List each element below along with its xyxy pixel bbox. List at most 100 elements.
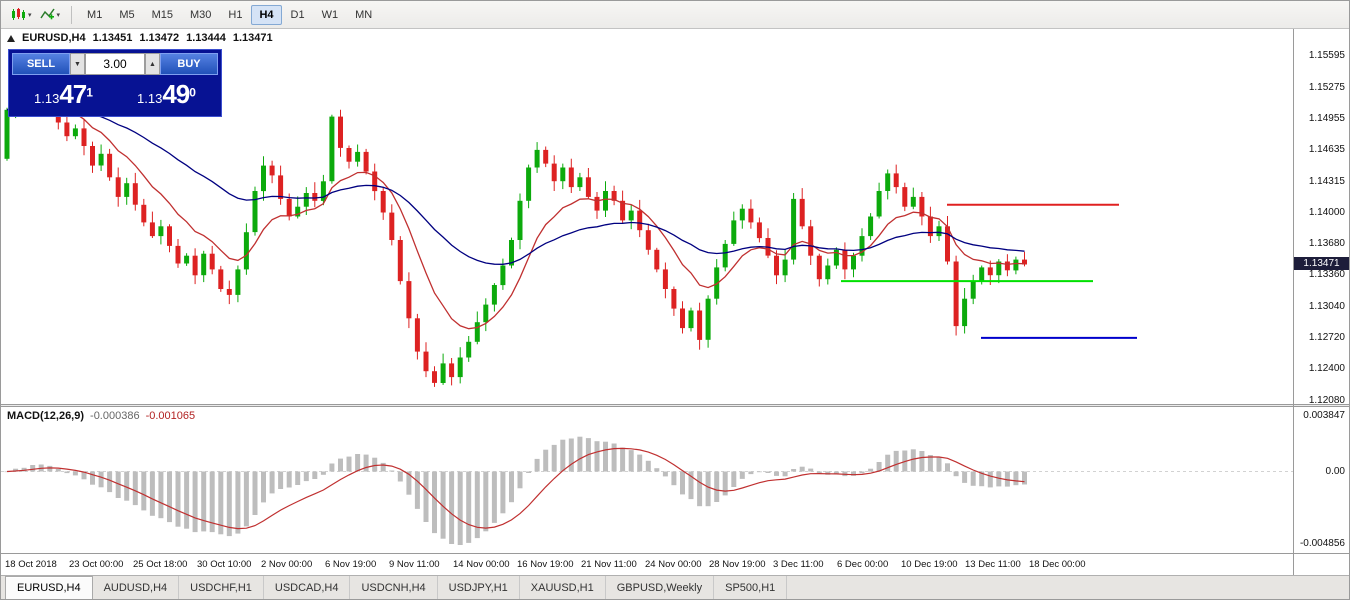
chart-type-button[interactable]: ▾ xyxy=(7,4,36,25)
scale-corner xyxy=(1294,553,1349,575)
price-scale-label: 1.14955 xyxy=(1308,113,1345,125)
indicators-button[interactable]: ▾ xyxy=(36,4,65,25)
buy-price-prefix: 1.13 xyxy=(137,91,163,106)
time-axis-label: 21 Nov 11:00 xyxy=(581,559,637,570)
time-axis-label: 3 Dec 11:00 xyxy=(773,559,824,570)
macd-main-value: -0.000386 xyxy=(90,410,140,422)
chart-tab-usdcnh-h4[interactable]: USDCNH,H4 xyxy=(350,576,438,599)
timeframe-button-m30[interactable]: M30 xyxy=(182,5,219,25)
price-scale-label: 1.15275 xyxy=(1308,81,1345,93)
current-price-badge: 1.13471 xyxy=(1294,257,1349,271)
sell-price-pipette: 1 xyxy=(86,85,93,100)
price-scale-label: 1.12400 xyxy=(1308,363,1345,375)
macd-scale-label: 0.00 xyxy=(1325,465,1345,477)
time-axis-label: 16 Nov 19:00 xyxy=(517,559,574,570)
timeframe-button-m1[interactable]: M1 xyxy=(79,5,110,25)
scale-divider xyxy=(1294,404,1349,407)
timeframe-button-h1[interactable]: H1 xyxy=(220,5,250,25)
close-value: 1.13471 xyxy=(232,32,273,44)
time-axis-label: 2 Nov 00:00 xyxy=(261,559,313,570)
chart-tab-eurusd-h4[interactable]: EURUSD,H4 xyxy=(5,576,93,599)
chart-tab-audusd-h4[interactable]: AUDUSD,H4 xyxy=(93,576,180,599)
price-scale-label: 1.13040 xyxy=(1308,300,1345,312)
symbol-period-label: EURUSD,H4 xyxy=(22,32,86,44)
price-scale-label: 1.15595 xyxy=(1308,50,1345,62)
chart-tab-usdjpy-h1[interactable]: USDJPY,H1 xyxy=(438,576,520,599)
macd-header: MACD(12,26,9) -0.000386 -0.001065 xyxy=(7,410,195,422)
spin-up-icon: ▲ xyxy=(149,60,156,68)
toolbar-separator xyxy=(71,5,73,24)
candlestick-plot xyxy=(4,73,1137,387)
panel-resize-divider[interactable] xyxy=(1,404,1293,407)
time-axis-label: 9 Nov 11:00 xyxy=(389,559,440,570)
sell-button[interactable]: SELL xyxy=(12,53,70,75)
time-axis-label: 18 Dec 00:00 xyxy=(1029,559,1086,570)
timeframe-button-group: M1 M5 M15 M30 H1 H4 D1 W1 MN xyxy=(79,4,380,25)
ohlc-header: EURUSD,H4 1.13451 1.13472 1.13444 1.1347… xyxy=(7,32,273,44)
chart-tab-usdcad-h4[interactable]: USDCAD,H4 xyxy=(264,576,351,599)
timeframe-button-mn[interactable]: MN xyxy=(347,5,380,25)
time-axis-label: 25 Oct 18:00 xyxy=(133,559,188,570)
macd-scale-label: -0.004856 xyxy=(1299,538,1345,549)
low-value: 1.13444 xyxy=(186,32,226,44)
time-axis-label: 30 Oct 10:00 xyxy=(197,559,252,570)
time-axis-label: 6 Nov 19:00 xyxy=(325,559,377,570)
time-axis-label: 13 Dec 11:00 xyxy=(965,559,1021,570)
buy-price-pipette: 0 xyxy=(189,85,196,100)
macd-scale[interactable]: 0.003847 0.00 -0.004856 xyxy=(1294,407,1349,553)
time-axis-label: 6 Dec 00:00 xyxy=(837,559,889,570)
price-scale-label: 1.12720 xyxy=(1308,331,1345,343)
open-value: 1.13451 xyxy=(92,32,133,44)
chevron-down-icon: ▾ xyxy=(56,11,61,19)
scale-column: 1.13471 1.15595 1.15275 1.14955 1.14635 1.14… xyxy=(1293,29,1349,575)
plot-column: EURUSD,H4 1.13451 1.13472 1.13444 1.1347… xyxy=(1,29,1293,575)
price-scale[interactable]: 1.13471 1.15595 1.15275 1.14955 1.14635 1.14… xyxy=(1294,29,1349,404)
chart-tabs-bar: EURUSD,H4 AUDUSD,H4 USDCHF,H1 USDCAD,H4 USDC… xyxy=(1,575,1349,599)
one-click-panel-toggle-icon[interactable] xyxy=(7,34,15,42)
time-axis[interactable]: 18 Oct 2018 23 Oct 00:00 25 Oct 18:00 30 Oc… xyxy=(1,553,1293,575)
timeframe-button-w1[interactable]: W1 xyxy=(314,5,347,25)
price-chart[interactable]: EURUSD,H4 1.13451 1.13472 1.13444 1.1347… xyxy=(1,29,1293,404)
time-axis-label: 24 Nov 00:00 xyxy=(645,559,702,570)
chevron-down-icon: ▾ xyxy=(28,11,32,19)
one-click-trading-panel: SELL ▼ ▲ BUY 1.13471 1.13490 xyxy=(8,49,222,117)
chart-type-icon xyxy=(12,8,25,20)
time-axis-label: 28 Nov 19:00 xyxy=(709,559,766,570)
time-axis-label: 10 Dec 19:00 xyxy=(901,559,958,570)
time-axis-label: 14 Nov 00:00 xyxy=(453,559,510,570)
sell-price[interactable]: 1.13471 xyxy=(12,81,115,107)
chart-tab-xauusd-h1[interactable]: XAUUSD,H1 xyxy=(520,576,606,599)
price-scale-label: 1.14315 xyxy=(1308,175,1345,187)
chart-tab-sp500-h1[interactable]: SP500,H1 xyxy=(714,576,788,599)
toolbar: ▾ ▾ M1 M5 M15 M30 H1 H4 D1 W1 MN xyxy=(1,1,1349,29)
macd-panel[interactable]: MACD(12,26,9) -0.000386 -0.001065 xyxy=(1,407,1293,553)
chart-window: EURUSD,H4 1.13451 1.13472 1.13444 1.1347… xyxy=(1,29,1349,575)
chart-tab-usdchf-h1[interactable]: USDCHF,H1 xyxy=(179,576,264,599)
sell-price-big: 47 xyxy=(59,79,87,109)
indicators-icon xyxy=(39,8,55,20)
macd-signal-value: -0.001065 xyxy=(145,410,196,422)
time-axis-label: 18 Oct 2018 xyxy=(5,559,57,570)
timeframe-button-h4[interactable]: H4 xyxy=(251,4,282,25)
spin-down-icon: ▼ xyxy=(74,60,81,68)
price-scale-label: 1.12080 xyxy=(1308,394,1345,404)
volume-up-button[interactable]: ▲ xyxy=(145,53,160,75)
macd-plot xyxy=(1,436,1293,545)
buy-button[interactable]: BUY xyxy=(160,53,218,75)
volume-input[interactable] xyxy=(85,53,145,75)
macd-name-label: MACD(12,26,9) xyxy=(7,410,85,422)
high-value: 1.13472 xyxy=(139,32,180,44)
timeframe-button-d1[interactable]: D1 xyxy=(283,5,313,25)
time-axis-label: 23 Oct 00:00 xyxy=(69,559,124,570)
price-scale-label: 1.13680 xyxy=(1308,237,1345,249)
macd-scale-label: 0.003847 xyxy=(1303,410,1345,421)
chart-tab-gbpusd-weekly[interactable]: GBPUSD,Weekly xyxy=(606,576,715,599)
timeframe-button-m5[interactable]: M5 xyxy=(111,5,142,25)
volume-down-button[interactable]: ▼ xyxy=(70,53,85,75)
price-scale-label: 1.13360 xyxy=(1308,269,1345,281)
sell-price-prefix: 1.13 xyxy=(34,91,60,106)
buy-price-big: 49 xyxy=(162,79,190,109)
buy-price[interactable]: 1.13490 xyxy=(115,81,218,107)
timeframe-button-m15[interactable]: M15 xyxy=(144,5,181,25)
